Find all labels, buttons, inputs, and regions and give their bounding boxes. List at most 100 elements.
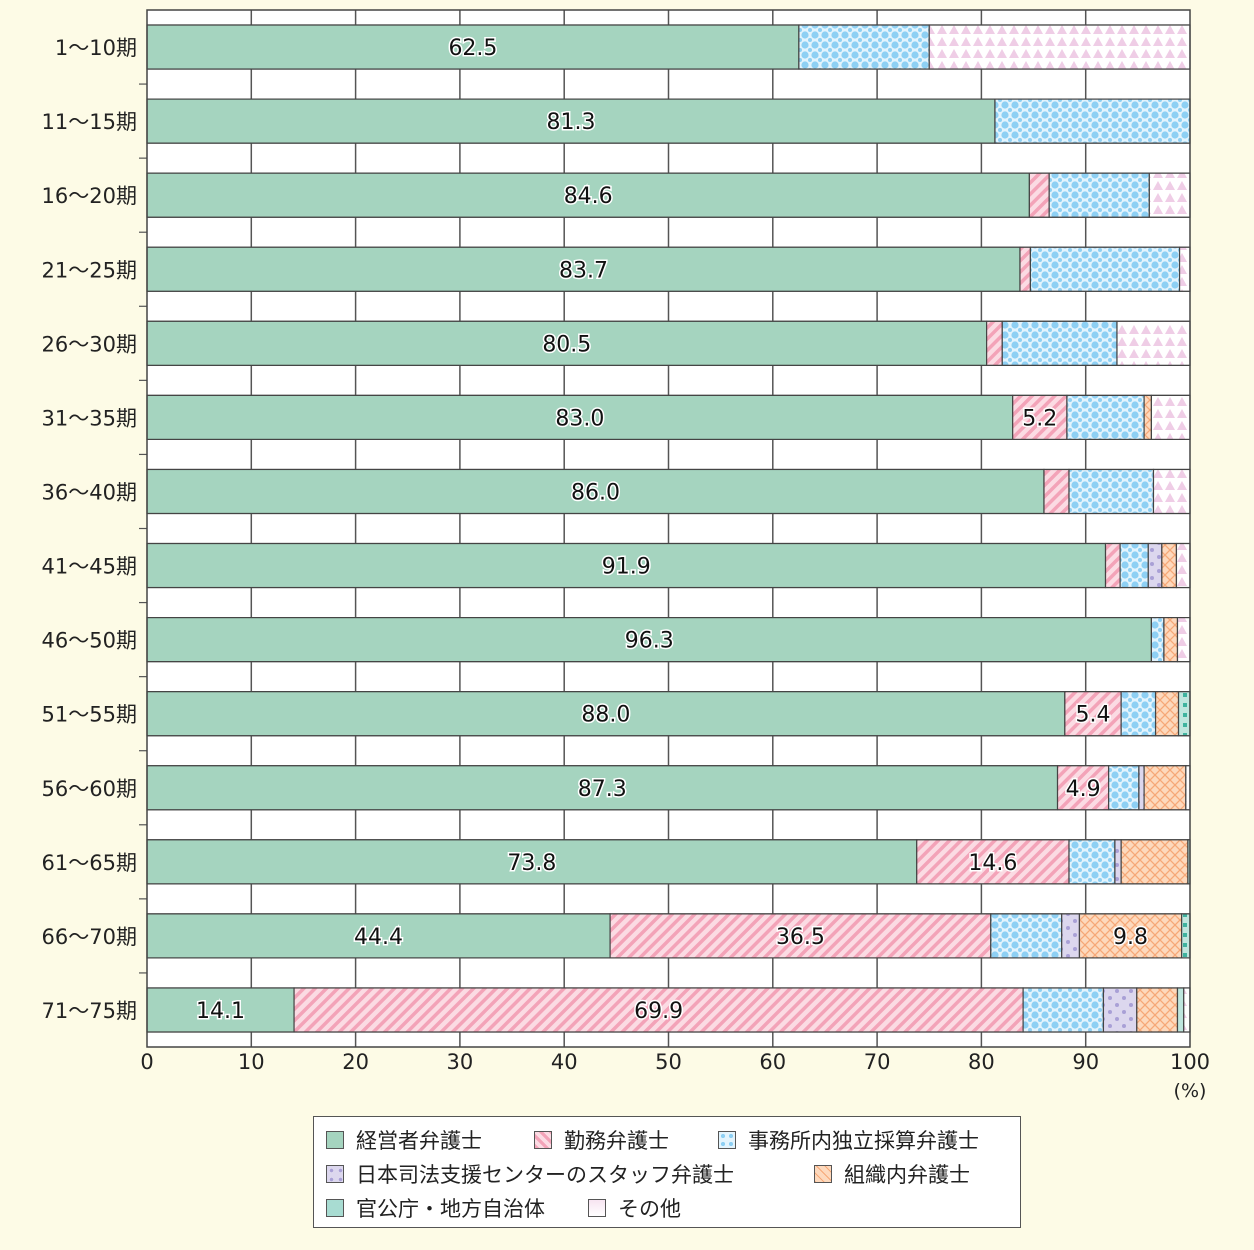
category-label: 46～50期 <box>42 629 137 653</box>
data-label: 14.6 <box>968 851 1017 876</box>
legend-item: 組織内弁護士 <box>814 1159 970 1189</box>
legend-swatch <box>588 1199 606 1217</box>
bar-segment <box>1161 542 1178 589</box>
bar-segment <box>1176 987 1185 1033</box>
bar-segment <box>1029 246 1181 292</box>
bar-segment <box>146 172 1030 218</box>
x-tick-label: 60 <box>759 1050 786 1074</box>
data-label: 88.0 <box>581 703 630 728</box>
bar-segment <box>146 617 1153 663</box>
data-label: 69.9 <box>634 999 683 1024</box>
bar-segment <box>1108 765 1140 811</box>
legend-item: 事務所内独立採算弁護士 <box>718 1125 979 1155</box>
data-label: 62.5 <box>448 36 497 61</box>
bar-segment <box>1012 394 1068 440</box>
bar-segment <box>146 24 800 70</box>
legend-label: 事務所内独立採算弁護士 <box>748 1129 979 1153</box>
bar-segment <box>146 98 996 144</box>
category-label: 41～45期 <box>42 555 137 579</box>
legend-label: 日本司法支援センターのスタッフ弁護士 <box>356 1163 734 1187</box>
category-label: 1～10期 <box>55 36 137 60</box>
legend-label: 経営者弁護士 <box>356 1129 482 1153</box>
bar-segment <box>1181 913 1191 959</box>
bar-segment <box>1138 765 1145 811</box>
bar-segment <box>994 98 1191 144</box>
bar-segment <box>1078 913 1183 959</box>
data-label: 4.9 <box>1066 777 1101 802</box>
bar-segment <box>1147 542 1163 589</box>
bar-segment <box>1068 839 1116 885</box>
bar-segment <box>1175 542 1191 589</box>
legend-label: 組織内弁護士 <box>844 1163 970 1187</box>
category-label: 21～25期 <box>42 258 137 282</box>
legend: 経営者弁護士 勤務弁護士 事務所内独立採算弁護士 日本司法支援センターのスタッフ弁護士… <box>313 1116 1021 1228</box>
bar-segment <box>1120 839 1189 885</box>
x-tick-label: 50 <box>655 1050 682 1074</box>
data-label: 91.9 <box>602 555 651 580</box>
bar-segment <box>146 691 1066 737</box>
bar-segment <box>1152 468 1191 515</box>
bar-segment <box>990 913 1063 959</box>
bar-segment <box>609 913 992 959</box>
data-label: 83.7 <box>559 258 608 283</box>
data-label: 80.5 <box>542 332 591 357</box>
legend-swatch <box>326 1131 344 1149</box>
bar-segment <box>1102 987 1138 1033</box>
bar-segment <box>1120 691 1157 737</box>
legend-item: 勤務弁護士 <box>534 1125 669 1155</box>
bar-segment <box>1178 246 1191 292</box>
bar-segment <box>986 320 1003 366</box>
bar-segment <box>1022 987 1105 1033</box>
category-label: 31～35期 <box>42 406 137 430</box>
bar-segment <box>1150 394 1191 440</box>
bar-segment <box>1163 617 1179 663</box>
bar-segment <box>1001 320 1118 366</box>
legend-label: 勤務弁護士 <box>564 1129 669 1153</box>
data-label: 87.3 <box>578 777 627 802</box>
x-tick-label: 0 <box>140 1050 153 1074</box>
bar-segment <box>928 24 1191 70</box>
bar-segment <box>1150 617 1165 663</box>
x-tick-label: 10 <box>238 1050 265 1074</box>
bar-segment <box>1116 320 1191 366</box>
bar-segment <box>1176 617 1191 663</box>
x-tick-label: 100 <box>1170 1050 1210 1074</box>
bar-segment <box>1056 765 1110 811</box>
bar-segment <box>293 987 1024 1033</box>
legend-item: その他 <box>588 1193 681 1223</box>
data-label: 86.0 <box>571 480 620 505</box>
bar-segment <box>1064 691 1122 737</box>
category-label: 66～70期 <box>42 925 137 949</box>
bar-segment <box>1183 987 1191 1033</box>
x-unit-label: (%) <box>1174 1080 1207 1102</box>
bar-segment <box>146 320 988 366</box>
bar-segment <box>146 468 1045 515</box>
bar-segment <box>146 839 918 885</box>
category-label: 16～20期 <box>42 184 137 208</box>
x-tick-label: 20 <box>342 1050 369 1074</box>
category-label: 11～15期 <box>42 110 137 134</box>
legend-swatch <box>814 1165 832 1183</box>
data-label: 83.0 <box>555 406 604 431</box>
data-label: 36.5 <box>776 925 825 950</box>
bar-segment <box>146 542 1107 589</box>
category-label: 71～75期 <box>42 999 137 1023</box>
bar-segment <box>798 24 930 70</box>
plot-border <box>146 9 1191 1048</box>
data-label: 9.8 <box>1113 925 1148 950</box>
data-label: 81.3 <box>546 110 595 135</box>
legend-item: 官公庁・地方自治体 <box>326 1193 545 1223</box>
bar-segment <box>916 839 1070 885</box>
data-label: 96.3 <box>625 629 674 654</box>
bar-segment <box>1061 913 1081 959</box>
bar-segment <box>1114 839 1122 885</box>
data-label: 84.6 <box>564 184 613 209</box>
category-label: 61～65期 <box>42 851 137 875</box>
data-label: 5.4 <box>1076 703 1111 728</box>
bar-segment <box>1068 468 1155 515</box>
category-label: 26～30期 <box>42 332 137 356</box>
bar-segment <box>1028 172 1050 218</box>
bar-segment <box>1066 394 1145 440</box>
legend-item: 経営者弁護士 <box>326 1125 482 1155</box>
